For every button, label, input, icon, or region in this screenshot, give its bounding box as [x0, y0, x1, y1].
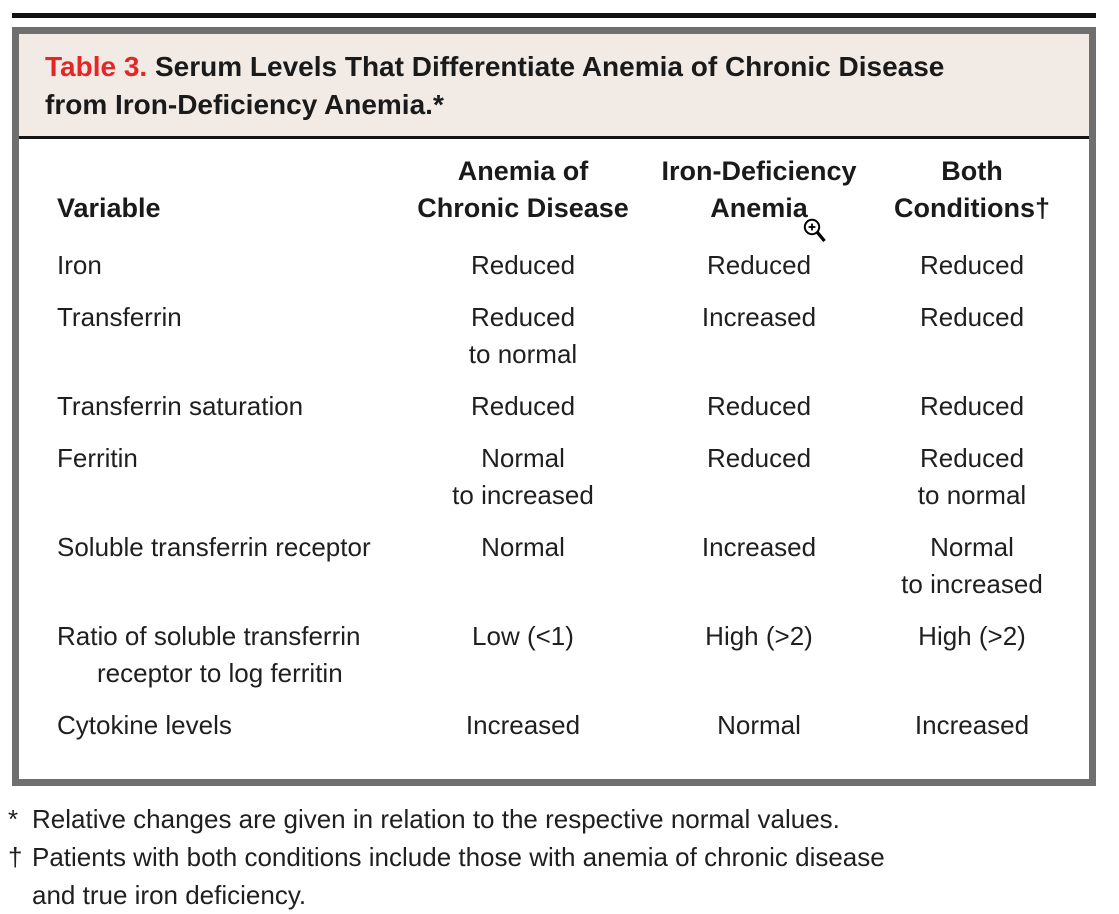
cell-both-value: Reduced [919, 391, 1025, 421]
cell-ida-value: Normal [717, 710, 801, 740]
table-row: Soluble transferrin receptor Normal Incr… [38, 529, 1074, 603]
footnote-text: Relative changes are given in relation t… [32, 804, 840, 834]
footnote-marker: * [8, 804, 19, 834]
cell-ida-value: Increased [701, 532, 817, 562]
cell-acd-value: Normal to increased [452, 443, 594, 510]
cell-ida-value: High (>2) [705, 621, 813, 651]
cell-ida-value: Reduced [706, 443, 812, 473]
zoom-in-cursor-icon [803, 218, 826, 243]
table-row: Cytokine levels Increased Normal Increas… [38, 707, 1074, 744]
cell-variable: Iron [57, 250, 102, 280]
cell-variable: Cytokine levels [57, 710, 232, 740]
cell-acd-value: Reduced [470, 391, 576, 421]
footnote-asterisk: * Relative changes are given in relation… [8, 800, 1108, 838]
cell-variable: Ferritin [57, 443, 138, 473]
cell-variable: Ratio of soluble transferrin receptor to… [57, 621, 361, 688]
footnote-text: Patients with both conditions include th… [32, 842, 885, 910]
cell-ida-value: Reduced [706, 391, 812, 421]
footnote-dagger: † Patients with both conditions include … [8, 838, 1108, 914]
cell-both-value: Normal to increased [901, 532, 1043, 599]
cell-acd-value: Reduced to normal [468, 302, 578, 369]
cell-variable: Transferrin saturation [57, 391, 304, 421]
cell-both-value: Reduced to normal [917, 443, 1027, 510]
footnote-marker: † [8, 842, 23, 872]
column-header-anemia-of-chronic-disease: Anemia of Chronic Disease [417, 156, 629, 223]
cell-variable: Transferrin [57, 302, 182, 332]
cell-both-value: Increased [914, 710, 1030, 740]
column-header-both-conditions: Both Conditions† [894, 156, 1050, 223]
table-title: Table 3. Serum Levels That Differentiate… [45, 48, 1067, 124]
table-row: Ferritin Normal to increased Reduced Red… [38, 440, 1074, 514]
cell-acd-value: Normal [481, 532, 565, 562]
column-header-variable: Variable [57, 193, 161, 223]
table-row: Iron Reduced Reduced Reduced [38, 247, 1074, 284]
cell-ida-value: Reduced [706, 250, 812, 280]
cell-both-value: Reduced [919, 302, 1025, 332]
cell-both-value: Reduced [919, 250, 1025, 280]
column-header-iron-deficiency-anemia: Iron-Deficiency Anemia [661, 156, 857, 223]
cell-acd-value: Increased [465, 710, 581, 740]
table-row: Transferrin Reduced to normal Increased … [38, 299, 1074, 373]
cell-both-value: High (>2) [918, 621, 1026, 651]
cell-acd-value: Reduced [470, 250, 576, 280]
cell-acd-value: Low (<1) [472, 621, 574, 651]
cell-ida-value: Increased [701, 302, 817, 332]
cell-variable: Soluble transferrin receptor [57, 532, 371, 562]
table-title-band: Table 3. Serum Levels That Differentiate… [19, 34, 1089, 139]
table-number-label: Table 3. [45, 51, 148, 82]
table-body: Variable Anemia of Chronic Disease Iron-… [19, 139, 1089, 744]
table-header-row: Variable Anemia of Chronic Disease Iron-… [38, 153, 1074, 227]
table-row: Ratio of soluble transferrin receptor to… [38, 618, 1074, 692]
table-row: Transferrin saturation Reduced Reduced R… [38, 388, 1074, 425]
table3-frame: Table 3. Serum Levels That Differentiate… [12, 27, 1096, 786]
footnotes: * Relative changes are given in relation… [8, 800, 1108, 914]
table-title-text: Serum Levels That Differentiate Anemia o… [45, 51, 945, 120]
top-horizontal-rule [12, 13, 1096, 18]
